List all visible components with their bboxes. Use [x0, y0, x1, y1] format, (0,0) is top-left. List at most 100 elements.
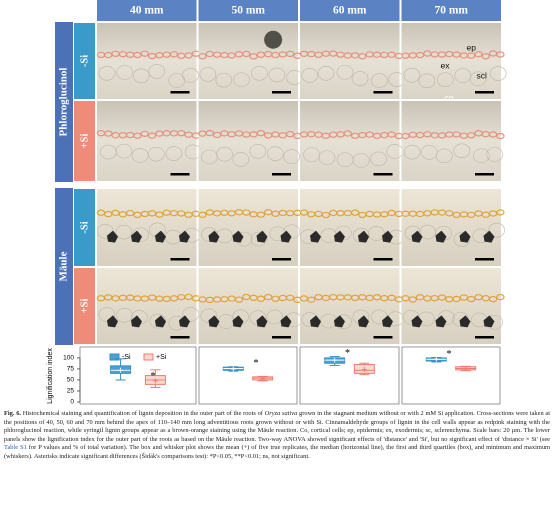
cortex-cell [371, 73, 388, 88]
cortex-cell [148, 64, 166, 79]
cortex-cell [100, 144, 117, 160]
scale-bar [170, 173, 190, 176]
cortex-cell [489, 66, 507, 81]
cortex-cell [116, 65, 133, 80]
dark-body [435, 230, 447, 243]
cortex-cell [317, 65, 335, 81]
mean-marker [361, 366, 367, 372]
significance: * [447, 349, 452, 360]
micrograph [401, 101, 505, 181]
cortex-cell [98, 307, 116, 322]
micrograph-bg [300, 268, 400, 344]
panel-frame [198, 346, 298, 405]
column-header-bg [198, 0, 298, 21]
mean-marker [118, 367, 124, 373]
mean-marker [433, 356, 439, 362]
cortex-cell [336, 64, 354, 80]
cortex-cell [199, 67, 217, 82]
dark-body [334, 230, 345, 243]
cortex-cell [98, 65, 116, 81]
micrograph [401, 189, 505, 266]
annotation: scl [477, 70, 488, 80]
figure: 40 mm 50 mm 60 mm 70 mm Phloroglucinol -Si +Si… [47, 0, 507, 406]
y-tick-label: 50 [67, 377, 75, 384]
cortex-cell [453, 232, 471, 247]
group-label-bg [55, 22, 73, 182]
cortex-cell [165, 146, 183, 161]
mean-marker [332, 357, 338, 363]
cell [285, 294, 295, 301]
dark-body [208, 315, 220, 328]
micrograph-bg [401, 101, 501, 181]
cell [147, 132, 157, 139]
micrograph-bg [401, 268, 501, 344]
dark-body [382, 230, 393, 243]
cortex-cell [352, 153, 370, 168]
dark-body [411, 230, 423, 243]
scale-bar [170, 91, 190, 94]
cell [358, 53, 367, 60]
cortex-cell [200, 308, 218, 324]
dark-body [256, 230, 268, 243]
cortex-cell [215, 72, 233, 88]
cortex-cell [116, 308, 133, 323]
cell [350, 209, 360, 216]
cortex-cell [486, 147, 503, 162]
caption-text: for P values and % of total variation). … [4, 444, 550, 460]
cortex-cell [182, 68, 199, 83]
mean-marker [152, 378, 158, 384]
species: Oryza sativa [264, 410, 298, 417]
significance: * [254, 358, 259, 369]
cortex-cell [250, 231, 268, 247]
cortex-cell [437, 72, 454, 87]
dark-body [131, 315, 142, 328]
dark-body [334, 315, 345, 328]
significance: * [151, 371, 156, 382]
column-header-bg [300, 0, 400, 21]
cortex-cell [266, 309, 284, 325]
cortex-cell [370, 151, 387, 167]
annotation: ep [467, 42, 477, 52]
row-label-bg [74, 23, 95, 99]
micrograph-bg [97, 268, 197, 344]
dark-body [459, 230, 471, 243]
scale-bar [373, 173, 393, 176]
row-label: +Si [79, 134, 90, 149]
dark-body [264, 30, 283, 49]
micrograph [198, 189, 302, 266]
micrograph [401, 23, 507, 99]
mean-marker [230, 366, 236, 372]
legend-swatch [109, 353, 120, 361]
cortex-cell [251, 65, 268, 81]
cortex-cell [283, 149, 300, 164]
significance: * [345, 348, 350, 359]
dark-body [411, 315, 423, 328]
micrograph [96, 268, 201, 344]
panel-frame [79, 346, 197, 405]
cortex-cell [301, 68, 319, 83]
cortex-cell [233, 72, 250, 88]
cell [234, 296, 244, 303]
cortex-cell [147, 146, 165, 162]
cell [496, 209, 505, 216]
caption-text: grown in the stagnant medium without or … [4, 410, 550, 443]
cortex-cell [115, 224, 133, 240]
cell [256, 129, 266, 137]
cortex-cell [232, 152, 250, 167]
dark-body [208, 230, 220, 243]
scale-bar [272, 91, 291, 94]
cell [307, 296, 316, 303]
cortex-cell [216, 146, 233, 162]
row-label: -Si [79, 221, 90, 233]
cell [496, 132, 505, 140]
y-tick-label: 100 [63, 355, 74, 362]
dark-body [155, 315, 166, 328]
row-label-bg [74, 189, 95, 266]
micrograph-bg [300, 23, 400, 99]
micrograph-bg [300, 189, 400, 266]
dark-body [310, 230, 321, 243]
dark-body [179, 230, 190, 243]
cortex-cell [453, 143, 471, 159]
table-link[interactable]: Table S1 [4, 444, 27, 452]
cortex-cell [335, 225, 352, 241]
